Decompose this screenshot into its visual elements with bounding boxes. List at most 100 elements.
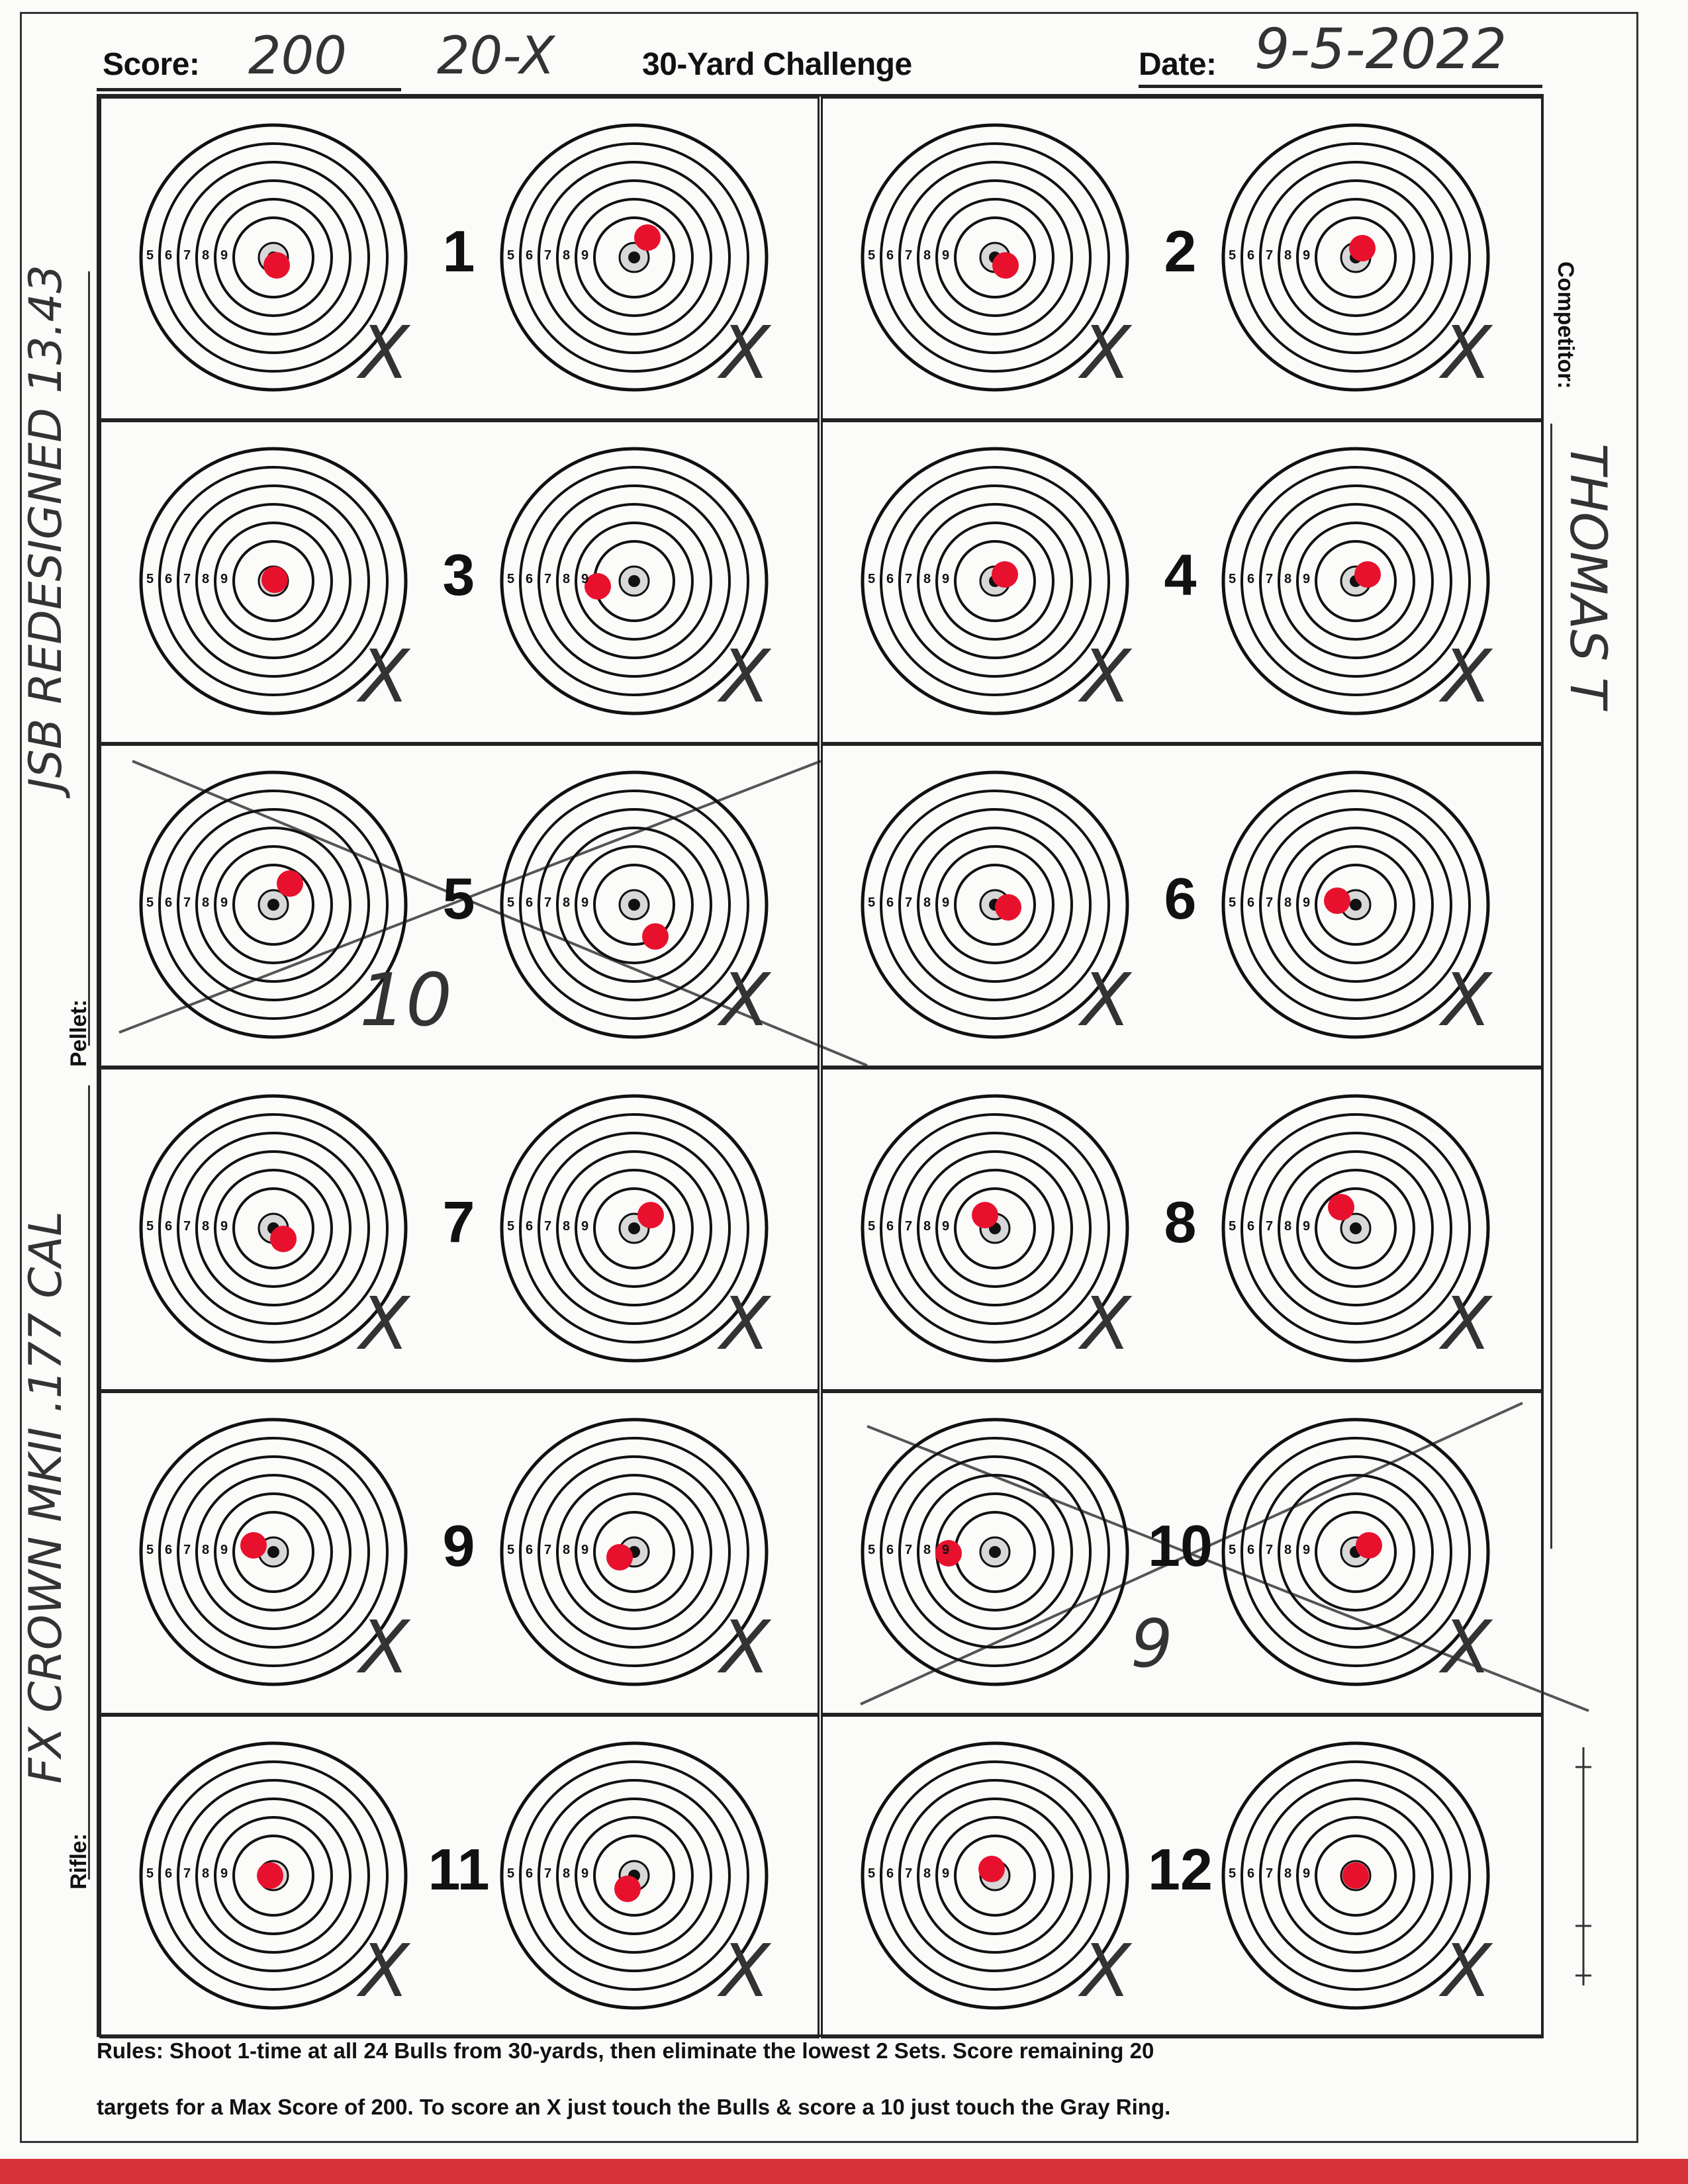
ring-label: 7	[544, 572, 552, 586]
score-mark: X	[720, 958, 771, 1042]
ring-4	[214, 845, 333, 964]
ring-3	[917, 1797, 1073, 1954]
ring-0	[1221, 447, 1490, 715]
ring-1	[880, 142, 1110, 373]
ring-label: 9	[942, 1543, 950, 1557]
ring-3	[195, 1150, 352, 1306]
ring-label: 9	[942, 248, 950, 263]
ring-label: 6	[526, 572, 534, 586]
ring-1	[1241, 1760, 1471, 1991]
score-mark: X	[1442, 1605, 1492, 1690]
ring-4	[575, 1816, 694, 1935]
ring-0	[1221, 123, 1490, 392]
bull	[1350, 899, 1362, 911]
ring-1	[1241, 790, 1471, 1020]
ring-label: 9	[220, 1219, 228, 1234]
ring-label: 7	[905, 895, 913, 910]
ring-label: 6	[1247, 1866, 1255, 1881]
set-cell-11: 5 6 7 8 9 X 5 6 7 8 9 X 11	[99, 1715, 820, 2038]
ring-label: 8	[563, 895, 571, 910]
pellet-hit	[637, 1202, 664, 1228]
ring-label: 7	[183, 1866, 191, 1881]
ring-2	[1259, 1132, 1452, 1325]
ring-1	[519, 1760, 749, 1991]
ring-5	[232, 864, 314, 946]
score-mark: X	[359, 634, 410, 719]
ring-label: 5	[1229, 1219, 1237, 1234]
ring-label: 7	[1266, 572, 1274, 586]
competitor-label: Competitor:	[1553, 261, 1578, 389]
ring-0	[1221, 770, 1490, 1039]
ring-0	[1221, 1741, 1490, 2010]
ring-label: 6	[165, 895, 173, 910]
ring-label: 5	[146, 572, 154, 586]
ring-1	[158, 142, 389, 373]
ring-label: 8	[563, 1219, 571, 1234]
pellet-hit	[995, 894, 1021, 921]
ring-label: 9	[220, 248, 228, 263]
ring-3	[1278, 827, 1434, 983]
ring-0	[500, 1741, 769, 2010]
ring-2	[1259, 1779, 1452, 1972]
ring-label: 9	[220, 572, 228, 586]
ring-2	[177, 484, 370, 678]
ring-label: 5	[868, 1866, 876, 1881]
ring-5	[593, 864, 675, 946]
ring-label: 6	[1247, 1219, 1255, 1234]
ring-5	[954, 216, 1036, 298]
ring-1	[519, 1113, 749, 1343]
ring-label: 9	[220, 895, 228, 910]
ring-label: 7	[183, 1219, 191, 1234]
ring-2	[538, 484, 731, 678]
ring-label: 5	[146, 1866, 154, 1881]
ring-label: 9	[581, 572, 589, 586]
pellet-hit	[261, 567, 288, 593]
ring-label: 6	[1247, 248, 1255, 263]
ring-5	[593, 1511, 675, 1593]
ring-2	[538, 808, 731, 1001]
ring-2	[538, 1779, 731, 1972]
ring-label: 6	[526, 895, 534, 910]
ring-5	[1315, 216, 1397, 298]
ring-label: 8	[563, 572, 571, 586]
score-mark: X	[720, 1605, 771, 1690]
ring-0	[500, 770, 769, 1039]
bull	[989, 1546, 1001, 1558]
bull	[628, 899, 640, 911]
score-label: Score:	[103, 47, 200, 82]
set-cell-10: 5 6 7 8 9 5 6 7 8 9 X 10 9	[821, 1391, 1544, 1715]
ring-4	[1296, 522, 1415, 641]
ring-label: 7	[544, 1866, 552, 1881]
ring-5	[954, 1835, 1036, 1917]
ring-label: 8	[923, 572, 931, 586]
ring-1	[519, 142, 749, 373]
score-mark: 10	[359, 958, 452, 1042]
ring-3	[917, 827, 1073, 983]
ring-2	[898, 1132, 1092, 1325]
ring-4	[1296, 1492, 1415, 1612]
date-underline	[1139, 85, 1542, 88]
ring-5	[232, 1511, 314, 1593]
ring-label: 9	[581, 1543, 589, 1557]
ring-label: 6	[165, 1866, 173, 1881]
ring-5	[232, 216, 314, 298]
ring-label: 8	[202, 1543, 210, 1557]
ring-1	[1241, 1113, 1471, 1343]
ring-label: 7	[905, 1543, 913, 1557]
ring-label: 7	[905, 1219, 913, 1234]
ring-label: 9	[1303, 1219, 1311, 1234]
ring-4	[214, 1816, 333, 1935]
ring-label: 8	[202, 1219, 210, 1234]
x-count: 20-X	[437, 26, 555, 86]
ring-label: 8	[923, 1866, 931, 1881]
ring-5	[1315, 1835, 1397, 1917]
ring-label: 8	[923, 895, 931, 910]
